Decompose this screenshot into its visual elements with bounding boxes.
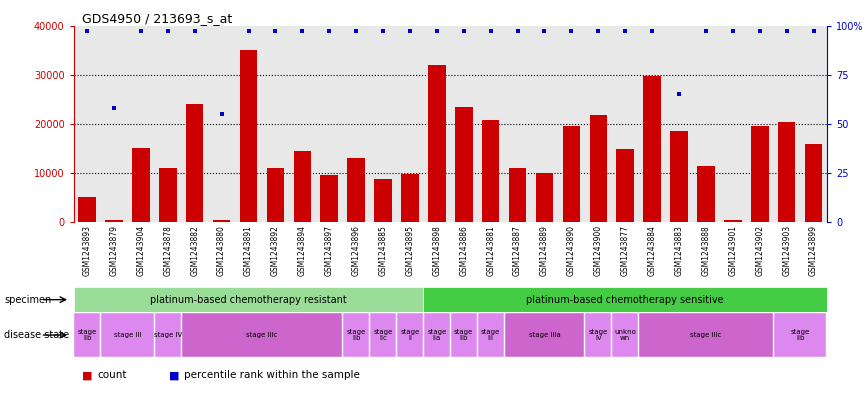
Text: GSM1243883: GSM1243883 [675, 225, 683, 276]
Bar [320, 175, 338, 222]
Bar [423, 287, 827, 312]
Text: GSM1243897: GSM1243897 [325, 225, 333, 276]
Text: count: count [98, 370, 127, 380]
Bar [213, 220, 230, 222]
Text: percentile rank within the sample: percentile rank within the sample [184, 370, 360, 380]
Bar [343, 313, 369, 357]
Bar [186, 104, 204, 222]
Bar [773, 313, 826, 357]
Bar [670, 131, 688, 222]
Bar [778, 122, 795, 222]
Text: stage IIIc: stage IIIc [690, 332, 721, 338]
Text: GSM1243900: GSM1243900 [594, 225, 603, 276]
Bar [155, 313, 181, 357]
Text: GSM1243901: GSM1243901 [728, 225, 737, 276]
Text: GSM1243890: GSM1243890 [567, 225, 576, 276]
Bar [590, 115, 607, 222]
Text: GSM1243881: GSM1243881 [486, 225, 495, 276]
Text: stage IIIa: stage IIIa [528, 332, 560, 338]
Text: GSM1243884: GSM1243884 [648, 225, 656, 276]
Bar [428, 65, 446, 222]
Text: GSM1243879: GSM1243879 [109, 225, 119, 276]
Text: GSM1243887: GSM1243887 [513, 225, 522, 276]
Text: stage
IIb: stage IIb [346, 329, 365, 341]
Text: stage
IIb: stage IIb [791, 329, 810, 341]
Text: GSM1243904: GSM1243904 [136, 225, 145, 276]
Text: stage IIIc: stage IIIc [246, 332, 278, 338]
Text: GSM1243893: GSM1243893 [82, 225, 92, 276]
Text: stage
II: stage II [400, 329, 420, 341]
Text: GSM1243903: GSM1243903 [782, 225, 792, 276]
Text: GSM1243895: GSM1243895 [405, 225, 415, 276]
Text: stage
IIb: stage IIb [454, 329, 474, 341]
Bar [639, 313, 772, 357]
Bar [132, 148, 150, 222]
Bar [612, 313, 638, 357]
Bar [74, 287, 423, 312]
Text: GSM1243886: GSM1243886 [459, 225, 469, 276]
Bar [74, 313, 100, 357]
Text: GSM1243898: GSM1243898 [432, 225, 442, 276]
Text: GSM1243889: GSM1243889 [540, 225, 549, 276]
Bar [751, 126, 768, 222]
Text: GSM1243902: GSM1243902 [755, 225, 765, 276]
Text: stage
IIc: stage IIc [373, 329, 392, 341]
Text: platinum-based chemotherapy sensitive: platinum-based chemotherapy sensitive [527, 295, 724, 305]
Text: GSM1243877: GSM1243877 [621, 225, 630, 276]
Text: stage
IIa: stage IIa [427, 329, 447, 341]
Text: GSM1243880: GSM1243880 [217, 225, 226, 276]
Bar [563, 126, 580, 222]
Bar [643, 76, 661, 222]
Bar [724, 220, 741, 222]
Text: GSM1243894: GSM1243894 [298, 225, 307, 276]
Bar [509, 168, 527, 222]
Text: stage
IIb: stage IIb [77, 329, 97, 341]
Text: stage IV: stage IV [153, 332, 182, 338]
Text: GSM1243882: GSM1243882 [191, 225, 199, 276]
Bar [159, 168, 177, 222]
Text: unkno
wn: unkno wn [614, 329, 637, 341]
Bar [451, 313, 476, 357]
Bar [455, 107, 473, 222]
Bar [101, 313, 154, 357]
Bar [401, 174, 418, 222]
Text: stage
III: stage III [481, 329, 501, 341]
Text: GSM1243888: GSM1243888 [701, 225, 710, 276]
Bar [482, 120, 500, 222]
Bar [374, 179, 391, 222]
Text: specimen: specimen [4, 295, 52, 305]
Text: ■: ■ [82, 370, 93, 380]
Text: GSM1243885: GSM1243885 [378, 225, 388, 276]
Bar [370, 313, 396, 357]
Text: GSM1243878: GSM1243878 [164, 225, 172, 276]
Bar [294, 151, 311, 222]
Bar [478, 313, 504, 357]
Bar [397, 313, 423, 357]
Bar [805, 144, 823, 222]
Text: disease state: disease state [4, 330, 69, 340]
Bar [182, 313, 342, 357]
Bar [505, 313, 585, 357]
Bar [347, 158, 365, 222]
Text: GSM1243891: GSM1243891 [244, 225, 253, 276]
Text: ■: ■ [169, 370, 179, 380]
Text: stage
IV: stage IV [589, 329, 608, 341]
Bar [424, 313, 449, 357]
Text: GSM1243899: GSM1243899 [809, 225, 818, 276]
Bar [617, 149, 634, 222]
Bar [536, 173, 553, 222]
Text: GDS4950 / 213693_s_at: GDS4950 / 213693_s_at [82, 12, 232, 25]
Text: platinum-based chemotherapy resistant: platinum-based chemotherapy resistant [150, 295, 347, 305]
Bar [106, 220, 123, 222]
Bar [240, 50, 257, 222]
Text: GSM1243896: GSM1243896 [352, 225, 360, 276]
Bar [78, 197, 96, 222]
Bar [585, 313, 611, 357]
Text: GSM1243892: GSM1243892 [271, 225, 280, 276]
Bar [267, 168, 284, 222]
Bar [697, 165, 714, 222]
Text: stage III: stage III [113, 332, 141, 338]
